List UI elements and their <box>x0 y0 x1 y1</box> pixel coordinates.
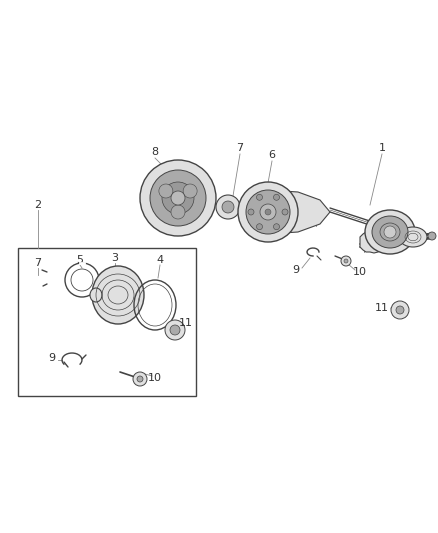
Text: 2: 2 <box>35 200 42 210</box>
Circle shape <box>171 191 185 205</box>
Circle shape <box>248 209 254 215</box>
Circle shape <box>162 182 194 214</box>
Text: 5: 5 <box>77 255 84 265</box>
Text: 3: 3 <box>112 253 119 263</box>
Circle shape <box>273 194 279 200</box>
Circle shape <box>282 209 288 215</box>
Circle shape <box>273 224 279 230</box>
Polygon shape <box>360 232 385 253</box>
Ellipse shape <box>90 288 102 302</box>
Circle shape <box>140 160 216 236</box>
Ellipse shape <box>372 216 408 248</box>
Bar <box>18 248 196 396</box>
Circle shape <box>344 259 348 263</box>
Circle shape <box>246 190 290 234</box>
Circle shape <box>150 170 206 226</box>
Circle shape <box>170 325 180 335</box>
Circle shape <box>265 209 271 215</box>
Text: 4: 4 <box>156 255 163 265</box>
Circle shape <box>257 194 262 200</box>
Circle shape <box>183 184 197 198</box>
Text: 9: 9 <box>293 265 300 275</box>
Circle shape <box>260 204 276 220</box>
Text: 10: 10 <box>148 373 162 383</box>
Ellipse shape <box>399 227 427 247</box>
Text: 8: 8 <box>152 147 159 157</box>
Circle shape <box>133 372 147 386</box>
Text: 11: 11 <box>375 303 389 313</box>
Circle shape <box>257 224 262 230</box>
Text: 11: 11 <box>179 318 193 328</box>
Text: 6: 6 <box>268 150 276 160</box>
Circle shape <box>222 201 234 213</box>
Polygon shape <box>268 190 330 234</box>
Text: 9: 9 <box>49 353 56 363</box>
Text: 7: 7 <box>237 143 244 153</box>
Circle shape <box>341 256 351 266</box>
Text: 7: 7 <box>35 258 42 268</box>
Text: 1: 1 <box>378 143 385 153</box>
Circle shape <box>428 232 436 240</box>
Circle shape <box>238 182 298 242</box>
Circle shape <box>137 376 143 382</box>
Circle shape <box>159 184 173 198</box>
Circle shape <box>384 226 396 238</box>
Ellipse shape <box>365 210 415 254</box>
Circle shape <box>216 195 240 219</box>
Text: 10: 10 <box>353 267 367 277</box>
Ellipse shape <box>92 266 144 324</box>
Circle shape <box>391 301 409 319</box>
Circle shape <box>171 205 185 219</box>
Circle shape <box>165 320 185 340</box>
Ellipse shape <box>380 223 400 241</box>
Circle shape <box>396 306 404 314</box>
